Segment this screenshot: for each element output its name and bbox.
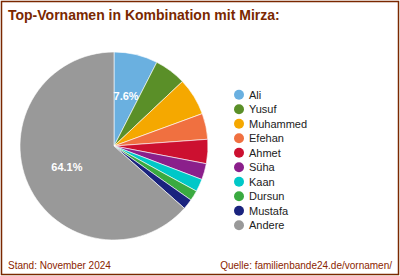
legend-swatch — [234, 206, 244, 216]
legend-swatch — [234, 191, 244, 201]
title: Top-Vornamen in Kombination mit Mirza: — [8, 7, 280, 23]
legend-label: Yusuf — [249, 103, 277, 115]
legend-label: Muhammed — [249, 118, 307, 130]
legend-label: Kaan — [249, 176, 275, 188]
legend-swatch — [234, 220, 244, 230]
legend-item: Ali — [234, 89, 261, 101]
legend-swatch — [234, 177, 244, 187]
legend-item: Dursun — [234, 190, 284, 202]
legend-label: Efehan — [249, 132, 284, 144]
data-label: 64.1% — [51, 161, 82, 173]
legend-item: Efehan — [234, 132, 284, 144]
frame — [2, 2, 399, 275]
legend-label: Andere — [249, 219, 284, 231]
footer: Stand: November 2024 — [8, 260, 111, 271]
data-labels: 7.6% 64.1% — [51, 90, 139, 173]
legend-swatch — [234, 148, 244, 158]
pie — [20, 52, 208, 240]
legend-item: Andere — [234, 219, 284, 231]
legend-swatch — [234, 133, 244, 143]
data-label: 7.6% — [114, 90, 139, 102]
legend-item: Kaan — [234, 176, 275, 188]
legend-item: Muhammed — [234, 118, 307, 130]
legend-swatch — [234, 162, 244, 172]
legend-item: Yusuf — [234, 103, 277, 115]
legend-label: Dursun — [249, 190, 284, 202]
legend-label: Mustafa — [249, 205, 289, 217]
pie-slice — [20, 52, 184, 240]
legend-item: Mustafa — [234, 205, 289, 217]
legend-swatch — [234, 104, 244, 114]
legend: Ali Yusuf Muhammed Efehan Ahmet Süha Kaan Dursu… — [234, 89, 307, 232]
chart: Top-Vornamen in Kombination mit Mirza: 7.… — [0, 0, 400, 276]
legend-item: Süha — [234, 161, 276, 173]
legend-label: Süha — [249, 161, 276, 173]
legend-label: Ahmet — [249, 147, 281, 159]
footer: Quelle: familienbande24.de/vornamen/ — [220, 260, 392, 271]
legend-swatch — [234, 119, 244, 129]
legend-swatch — [234, 90, 244, 100]
legend-item: Ahmet — [234, 147, 281, 159]
legend-label: Ali — [249, 89, 261, 101]
